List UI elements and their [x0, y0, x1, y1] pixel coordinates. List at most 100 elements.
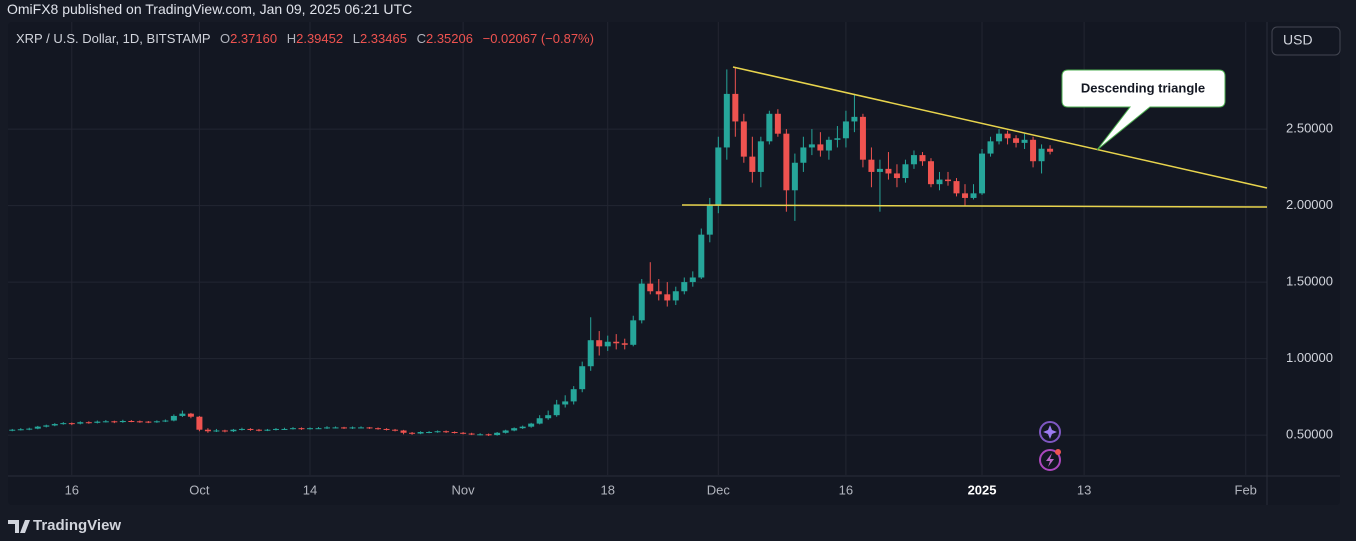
candle-body — [221, 430, 228, 432]
y-tick-label: 2.00000 — [1286, 197, 1333, 212]
legend-value: 2.35206 — [425, 31, 473, 46]
candle-body — [451, 432, 458, 434]
candle-body — [749, 156, 756, 172]
candle-body — [247, 428, 254, 430]
candle-body — [630, 320, 637, 345]
symbol: XRP / U.S. Dollar, 1D, BITSTAMP — [16, 31, 211, 46]
candle-body — [196, 416, 203, 430]
candle-body — [800, 147, 807, 163]
candle-body — [979, 153, 986, 194]
candle-body — [996, 133, 1003, 142]
ohlc-legend: XRP / U.S. Dollar, 1D, BITSTAMP O2.37160… — [16, 31, 594, 46]
candle-body — [264, 429, 271, 431]
candle-body — [596, 340, 603, 347]
candle-body — [1047, 148, 1054, 152]
candle-body — [426, 432, 433, 434]
candle-body — [324, 427, 331, 429]
x-tick-label: 18 — [600, 482, 614, 497]
candle-body — [783, 133, 790, 191]
candle-body — [672, 291, 679, 301]
legend-change-pct: (−0.87%) — [540, 31, 594, 46]
candle-body — [136, 421, 143, 423]
candle-body — [94, 421, 101, 423]
x-tick-label: 16 — [839, 482, 853, 497]
candle-body — [306, 428, 313, 430]
x-tick-label: Oct — [189, 482, 210, 497]
candle-body — [434, 431, 441, 433]
candle-body — [647, 283, 654, 292]
candle-body — [562, 401, 569, 405]
candle-body — [332, 427, 339, 429]
brand: TradingView — [33, 517, 122, 534]
candle-body — [213, 430, 220, 432]
candle-body — [34, 426, 41, 429]
candle-body — [834, 138, 841, 140]
candle-body — [468, 433, 475, 435]
candle-body — [519, 426, 526, 429]
candle-body — [825, 139, 832, 151]
candle-body — [817, 144, 824, 151]
candle-body — [111, 421, 118, 423]
candle-body — [766, 113, 773, 142]
legend-name: O — [219, 31, 231, 46]
candle-body — [17, 429, 24, 431]
logo-mark — [8, 520, 30, 533]
candle-body — [681, 282, 688, 292]
legend-name: L — [352, 31, 360, 46]
candle-body — [85, 422, 92, 424]
callout-text: Descending triangle — [1081, 80, 1205, 95]
candle-body — [791, 162, 798, 191]
candle-body — [119, 420, 126, 423]
x-tick-label: Feb — [1235, 482, 1257, 497]
candle-body — [375, 428, 382, 430]
x-tick-label: 14 — [303, 482, 317, 497]
candle-body — [987, 141, 994, 154]
candle-body — [26, 428, 33, 430]
candle-body — [706, 205, 713, 235]
candle-body — [477, 434, 484, 436]
candle-body — [1004, 133, 1011, 139]
candle-body — [187, 413, 194, 417]
candle-body — [349, 427, 356, 429]
candle-body — [392, 429, 399, 431]
candle-body — [638, 283, 645, 321]
candle-body — [409, 432, 416, 434]
candle-body — [272, 428, 279, 430]
candle-body — [9, 429, 16, 431]
candle-body — [400, 430, 407, 433]
candle-body — [944, 179, 951, 182]
legend-value: 2.33465 — [359, 31, 407, 46]
candle-body — [281, 428, 288, 430]
candle-body — [238, 428, 245, 430]
candle-body — [936, 179, 943, 185]
candle-body — [145, 421, 152, 423]
candle-body — [868, 159, 875, 172]
candle-body — [1013, 138, 1020, 143]
candle-body — [570, 389, 577, 402]
candle-body — [621, 343, 628, 345]
candle-body — [910, 155, 917, 165]
candle-body — [128, 420, 135, 422]
legend-name: C — [416, 31, 426, 46]
ai-icon[interactable] — [1039, 421, 1061, 443]
support-line — [681, 204, 1268, 208]
candle-body — [1030, 139, 1037, 162]
candle-body — [962, 193, 969, 198]
candle-body — [528, 423, 535, 427]
candle-body — [715, 147, 722, 206]
alert-icon[interactable] — [1039, 449, 1061, 471]
candle-body — [60, 423, 67, 425]
currency-label[interactable]: USD — [1283, 32, 1313, 48]
candle-body — [179, 413, 186, 416]
y-tick-label: 1.50000 — [1286, 274, 1333, 289]
candle-body — [443, 431, 450, 433]
candle-body — [757, 141, 764, 172]
candle-body — [851, 116, 858, 122]
currency-button[interactable] — [1271, 26, 1341, 56]
candle-body — [919, 155, 926, 162]
candle-body — [655, 291, 662, 295]
candle-body — [579, 366, 586, 390]
candle-body — [893, 173, 900, 179]
candle-body — [460, 432, 467, 434]
